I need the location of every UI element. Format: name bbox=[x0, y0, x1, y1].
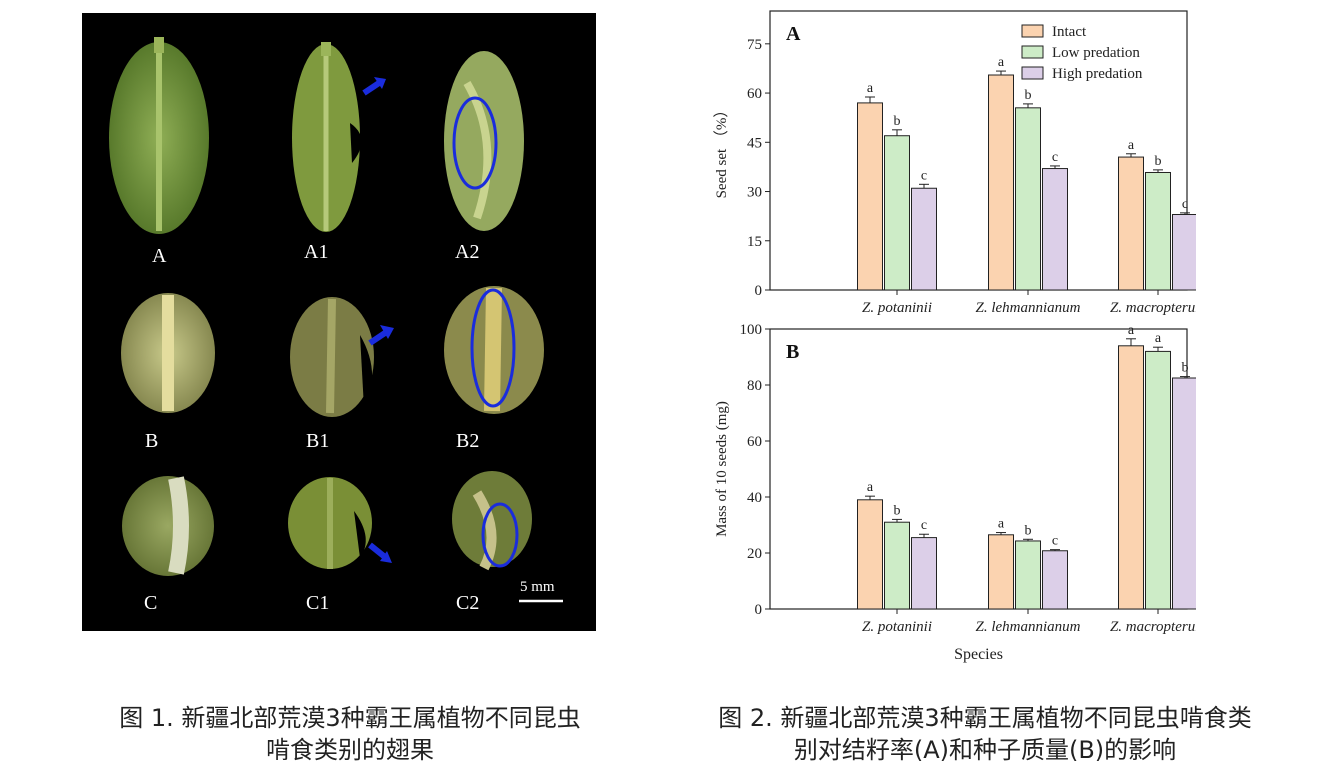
x-tick-label: Z. macropterum bbox=[1110, 619, 1196, 635]
label-b1: B1 bbox=[306, 430, 329, 452]
bar-intact bbox=[988, 74, 1014, 291]
fruit-photo-panel: A A1 A2 B B1 B2 C C1 C2 5 mm bbox=[82, 13, 596, 631]
significance-letter: c bbox=[921, 168, 927, 183]
significance-letter: a bbox=[867, 480, 874, 495]
significance-letter: c bbox=[1052, 150, 1058, 165]
label-b2: B2 bbox=[456, 430, 479, 452]
fruit-b bbox=[121, 293, 215, 413]
significance-letter: a bbox=[998, 55, 1005, 70]
bar-low-predation bbox=[1145, 350, 1171, 610]
x-tick-label: Z. lehmannianum bbox=[976, 619, 1081, 635]
panel-label-A: A bbox=[786, 23, 801, 45]
seed-charts: 0 15 30 45 60 75 A Seed set （%） Z. potaninii a b c Z… bbox=[696, 0, 1206, 680]
legend-swatch bbox=[1021, 66, 1044, 80]
arrow-icon bbox=[368, 542, 387, 560]
fruit-c2 bbox=[452, 471, 532, 571]
significance-letter: a bbox=[1128, 323, 1135, 338]
significance-letter: a bbox=[867, 81, 874, 96]
legend-swatch bbox=[1021, 24, 1044, 38]
y-tick-label: 60 bbox=[747, 86, 762, 102]
label-a1: A1 bbox=[304, 241, 328, 263]
figure1-caption: 图 1. 新疆北部荒漠3种霸王属植物不同昆虫 啃食类别的翅果 bbox=[60, 702, 640, 766]
significance-letter: c bbox=[921, 518, 927, 533]
bar-intact bbox=[857, 499, 883, 610]
y-tick-label: 0 bbox=[755, 602, 763, 618]
legend-swatch bbox=[1021, 45, 1044, 59]
y-axis-label: Seed set （%） bbox=[713, 103, 730, 199]
y-tick-label: 45 bbox=[747, 135, 762, 151]
legend-label: Intact bbox=[1052, 24, 1087, 40]
damage-circle bbox=[481, 502, 519, 568]
plot-frame-A bbox=[769, 10, 1188, 291]
figure1-caption-line2: 啃食类别的翅果 bbox=[266, 736, 434, 764]
significance-letter: a bbox=[998, 517, 1005, 532]
y-tick-label: 80 bbox=[747, 378, 762, 394]
damage-circle bbox=[470, 288, 516, 408]
label-a2: A2 bbox=[455, 241, 479, 263]
y-tick-label: 60 bbox=[747, 434, 762, 450]
label-b: B bbox=[145, 430, 158, 452]
y-axis-label: Mass of 10 seeds (mg) bbox=[714, 401, 730, 537]
significance-letter: b bbox=[894, 503, 901, 518]
label-a: A bbox=[152, 245, 167, 267]
bar-high-predation bbox=[1172, 214, 1198, 291]
bar-intact bbox=[1118, 345, 1144, 610]
figure2-caption: 图 2. 新疆北部荒漠3种霸王属植物不同昆虫啃食类 别对结籽率(A)和种子质量(… bbox=[655, 702, 1315, 766]
significance-letter: c bbox=[1182, 197, 1188, 212]
bar-low-predation bbox=[1145, 171, 1171, 291]
bar-low-predation bbox=[884, 521, 910, 610]
significance-letter: a bbox=[1155, 331, 1162, 346]
significance-letter: b bbox=[1025, 523, 1032, 538]
bar-high-predation bbox=[1042, 550, 1068, 610]
fruit-b2 bbox=[444, 286, 544, 414]
legend-label: High predation bbox=[1052, 66, 1143, 82]
y-tick-label: 30 bbox=[747, 185, 762, 201]
bar-high-predation bbox=[1042, 168, 1068, 291]
significance-letter: b bbox=[894, 114, 901, 129]
x-tick-label: Z. lehmannianum bbox=[976, 300, 1081, 316]
fruit-a2 bbox=[444, 51, 524, 231]
bar-high-predation bbox=[1172, 377, 1198, 610]
legend-label: Low predation bbox=[1052, 45, 1140, 61]
fruit-a1 bbox=[292, 42, 362, 232]
y-tick-label: 20 bbox=[747, 546, 762, 562]
significance-letter: b bbox=[1155, 154, 1162, 169]
y-tick-label: 100 bbox=[740, 322, 763, 338]
damage-circle bbox=[452, 96, 498, 190]
x-axis-label: Species bbox=[954, 646, 1003, 663]
y-tick-label: 40 bbox=[747, 490, 762, 506]
bar-high-predation bbox=[911, 187, 937, 291]
x-tick-label: Z. potaninii bbox=[862, 619, 932, 635]
y-tick-label: 15 bbox=[747, 234, 762, 250]
bar-intact bbox=[1118, 156, 1144, 291]
y-tick-label: 0 bbox=[755, 283, 763, 299]
bar-intact bbox=[857, 102, 883, 291]
panel-label-B: B bbox=[786, 341, 799, 363]
significance-letter: c bbox=[1052, 534, 1058, 549]
figure2-caption-line2: 别对结籽率(A)和种子质量(B)的影响 bbox=[793, 736, 1177, 764]
fruit-b1 bbox=[290, 297, 374, 417]
label-c2: C2 bbox=[456, 592, 479, 614]
x-tick-label: Z. macropterum bbox=[1110, 300, 1196, 316]
figure2-caption-line1: 图 2. 新疆北部荒漠3种霸王属植物不同昆虫啃食类 bbox=[718, 704, 1252, 732]
bar-low-predation bbox=[884, 135, 910, 291]
significance-letter: b bbox=[1182, 361, 1189, 376]
figure1-caption-line1: 图 1. 新疆北部荒漠3种霸王属植物不同昆虫 bbox=[119, 704, 581, 732]
label-c: C bbox=[144, 592, 157, 614]
fruit-a bbox=[109, 37, 209, 234]
fruit-photos-illustration: A A1 A2 B B1 B2 C C1 C2 5 mm bbox=[109, 37, 563, 614]
label-c1: C1 bbox=[306, 592, 329, 614]
bar-high-predation bbox=[911, 537, 937, 610]
fruit-c bbox=[122, 476, 214, 576]
significance-letter: a bbox=[1128, 138, 1135, 153]
x-tick-label: Z. potaninii bbox=[862, 300, 932, 316]
y-tick-label: 75 bbox=[747, 37, 762, 53]
bar-charts-svg: 0 15 30 45 60 75 A Seed set （%） Z. potaninii a b c Z… bbox=[713, 10, 1206, 663]
fruit-c1 bbox=[288, 477, 372, 569]
scale-bar-label: 5 mm bbox=[520, 579, 555, 595]
significance-letter: b bbox=[1025, 88, 1032, 103]
bar-low-predation bbox=[1015, 107, 1041, 291]
bar-low-predation bbox=[1015, 540, 1041, 610]
bar-intact bbox=[988, 534, 1014, 610]
